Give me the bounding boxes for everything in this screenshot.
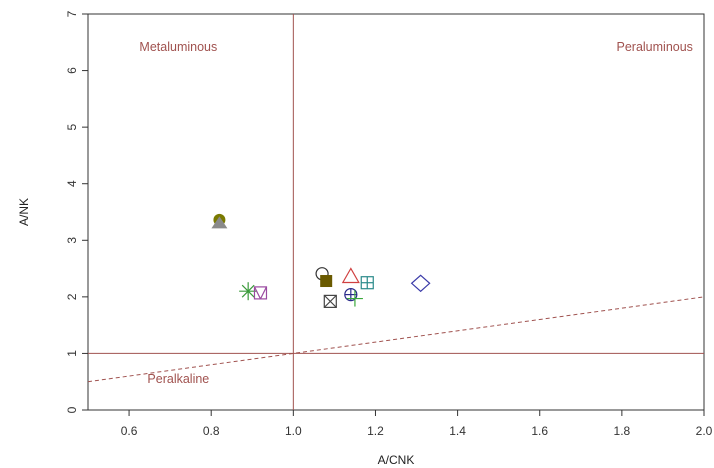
point-box [323, 294, 337, 308]
point-diamond [410, 274, 431, 293]
data-point [410, 274, 431, 293]
y-tick-label: 6 [65, 67, 79, 74]
x-tick-label: 0.6 [121, 424, 138, 438]
point-box [253, 286, 268, 300]
data-point [360, 276, 374, 290]
y-tick-label: 2 [65, 293, 79, 300]
region-label: Peralkaline [147, 372, 209, 386]
reference-line-line [87, 296, 705, 383]
data-point [253, 286, 268, 300]
y-tick-label: 4 [65, 180, 79, 187]
point-stroke [323, 294, 337, 308]
data-point [323, 294, 337, 308]
y-axis: 0 1 2 3 4 5 6 7 [65, 10, 88, 413]
x-axis: 0.6 0.8 1.0 1.2 1.4 1.6 1.8 2.0 [121, 410, 713, 438]
y-tick-label: 7 [65, 10, 79, 17]
point-stroke [253, 286, 262, 300]
point-stroke [259, 286, 268, 300]
data-point [320, 275, 333, 288]
point-stroke [241, 284, 255, 298]
region-label: Metaluminous [139, 40, 217, 54]
x-tick-label: 1.6 [531, 424, 548, 438]
x-tick-label: 1.2 [367, 424, 384, 438]
data-points [211, 213, 431, 308]
x-tick-label: 0.8 [203, 424, 220, 438]
region-labels: Metaluminous Peraluminous Peralkaline [139, 40, 693, 386]
x-tick-label: 1.4 [449, 424, 466, 438]
reference-lines [87, 14, 705, 410]
point-triangle [211, 216, 228, 229]
x-tick-label: 1.0 [285, 424, 302, 438]
data-point [341, 267, 360, 284]
point-triangle [341, 267, 360, 284]
point-square [320, 275, 333, 288]
plot-frame [87, 13, 705, 411]
data-point [346, 290, 363, 307]
region-label: Peraluminous [617, 40, 693, 54]
data-point [211, 216, 228, 229]
x-axis-title: A/CNK [378, 453, 415, 467]
y-axis-title: A/NK [17, 198, 31, 226]
y-tick-label: 0 [65, 406, 79, 413]
y-tick-label: 1 [65, 350, 79, 357]
y-tick-label: 5 [65, 123, 79, 130]
x-tick-label: 2.0 [696, 424, 713, 438]
x-tick-label: 1.8 [614, 424, 631, 438]
y-tick-label: 3 [65, 237, 79, 244]
